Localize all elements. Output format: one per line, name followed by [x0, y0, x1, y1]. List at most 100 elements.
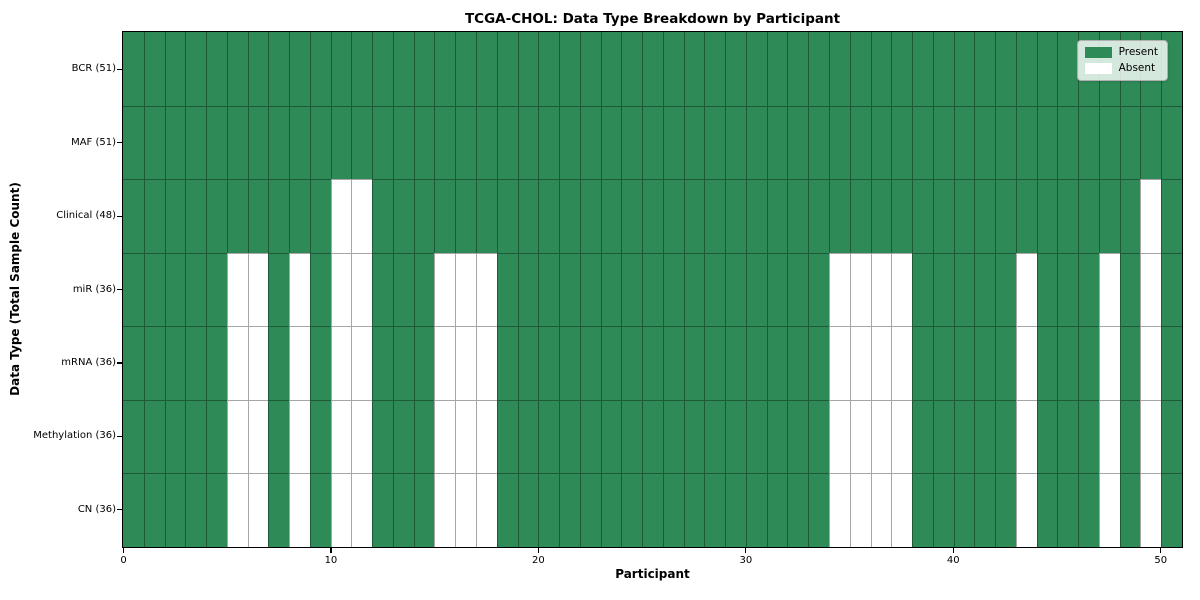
cell-Clinical-p34 — [828, 179, 850, 253]
cell-CN-p40 — [953, 473, 975, 547]
cell-Methylation-p12 — [372, 399, 393, 474]
cell-Clinical-p29 — [725, 179, 746, 253]
cell-BCR-p35 — [849, 32, 871, 106]
cell-MAF-p15 — [434, 105, 456, 180]
cell-mRNA-p26 — [662, 326, 684, 400]
cell-mRNA-p13 — [392, 326, 414, 400]
cell-CN-p33 — [808, 473, 829, 547]
cell-MAF-p20 — [538, 105, 560, 180]
cell-BCR-p31 — [766, 32, 788, 106]
cell-BCR-p15 — [434, 32, 456, 106]
cell-mRNA-p30 — [745, 326, 767, 400]
cell-miR-p14 — [413, 252, 435, 327]
cell-miR-p10 — [330, 252, 352, 327]
cell-miR-p22 — [579, 252, 601, 327]
cell-CN-p1 — [143, 473, 165, 547]
x-tick-label-10: 10 — [324, 555, 338, 566]
cell-MAF-p7 — [268, 105, 290, 180]
cell-MAF-p2 — [164, 105, 186, 180]
cell-mRNA-p9 — [309, 326, 331, 400]
cell-Methylation-p19 — [517, 399, 539, 474]
cell-mRNA-p18 — [496, 326, 518, 400]
cell-BCR-p42 — [995, 32, 1016, 106]
cell-mRNA-p16 — [455, 326, 476, 400]
cell-MAF-p50 — [1161, 105, 1182, 180]
cell-mRNA-p29 — [725, 326, 746, 400]
cell-MAF-p27 — [683, 105, 705, 180]
legend-label: Absent — [1118, 62, 1156, 74]
cell-Clinical-p25 — [642, 179, 663, 253]
cell-miR-p36 — [870, 252, 892, 327]
cell-mRNA-p43 — [1015, 326, 1037, 400]
x-tick-mark — [952, 548, 954, 553]
cell-Methylation-p36 — [870, 399, 892, 474]
cell-mRNA-p27 — [683, 326, 705, 400]
cell-BCR-p13 — [392, 32, 414, 106]
cell-BCR-p32 — [787, 32, 809, 106]
cell-BCR-p5 — [226, 32, 248, 106]
cell-BCR-p4 — [206, 32, 227, 106]
cell-CN-p7 — [268, 473, 290, 547]
y-tick-label-miR: miR (36) — [72, 283, 116, 295]
cell-mRNA-p0 — [123, 326, 144, 400]
cell-Methylation-p27 — [683, 399, 705, 474]
cell-Methylation-p25 — [642, 399, 663, 474]
y-tick-label-MAF: MAF (51) — [71, 136, 116, 148]
cell-miR-p12 — [372, 252, 393, 327]
cell-miR-p7 — [268, 252, 290, 327]
cell-Methylation-p45 — [1057, 399, 1079, 474]
cell-MAF-p22 — [579, 105, 601, 180]
cell-Clinical-p9 — [309, 179, 331, 253]
cell-CN-p8 — [289, 473, 310, 547]
cell-BCR-p8 — [289, 32, 310, 106]
plot-area: Present Absent — [122, 31, 1183, 548]
cell-BCR-p0 — [123, 32, 144, 106]
cell-BCR-p36 — [870, 32, 892, 106]
cell-CN-p20 — [538, 473, 560, 547]
cell-BCR-p14 — [413, 32, 435, 106]
cell-MAF-p37 — [891, 105, 913, 180]
cell-Methylation-p41 — [974, 399, 996, 474]
cell-CN-p47 — [1098, 473, 1120, 547]
cell-Clinical-p3 — [185, 179, 207, 253]
cell-Clinical-p23 — [600, 179, 622, 253]
cell-mRNA-p3 — [185, 326, 207, 400]
cell-BCR-p18 — [496, 32, 518, 106]
y-tick-label-BCR: BCR (51) — [71, 63, 116, 75]
cell-miR-p40 — [953, 252, 975, 327]
cell-CN-p39 — [932, 473, 954, 547]
cell-Clinical-p30 — [745, 179, 767, 253]
cell-Clinical-p50 — [1161, 179, 1182, 253]
cell-CN-p37 — [891, 473, 913, 547]
cell-BCR-p1 — [143, 32, 165, 106]
cell-mRNA-p37 — [891, 326, 913, 400]
cell-mRNA-p36 — [870, 326, 892, 400]
cell-mRNA-p42 — [995, 326, 1016, 400]
cell-Clinical-p14 — [413, 179, 435, 253]
cell-CN-p15 — [434, 473, 456, 547]
cell-Methylation-p15 — [434, 399, 456, 474]
cell-Clinical-p46 — [1078, 179, 1099, 253]
cell-Methylation-p48 — [1119, 399, 1141, 474]
cell-mRNA-p24 — [621, 326, 643, 400]
cell-mRNA-p28 — [704, 326, 726, 400]
cell-miR-p0 — [123, 252, 144, 327]
cell-Clinical-p16 — [455, 179, 476, 253]
cell-miR-p11 — [351, 252, 373, 327]
cell-miR-p42 — [995, 252, 1016, 327]
cell-Clinical-p15 — [434, 179, 456, 253]
cell-mRNA-p22 — [579, 326, 601, 400]
cell-mRNA-p39 — [932, 326, 954, 400]
cell-MAF-p45 — [1057, 105, 1079, 180]
cell-CN-p38 — [912, 473, 933, 547]
cell-miR-p27 — [683, 252, 705, 327]
cell-mRNA-p46 — [1078, 326, 1099, 400]
cell-Methylation-p29 — [725, 399, 746, 474]
cell-MAF-p32 — [787, 105, 809, 180]
legend-entry-absent: Absent — [1084, 62, 1158, 75]
cell-BCR-p25 — [642, 32, 663, 106]
cell-CN-p17 — [475, 473, 497, 547]
x-tick-label-50: 50 — [1154, 555, 1168, 566]
cell-BCR-p41 — [974, 32, 996, 106]
cell-BCR-p30 — [745, 32, 767, 106]
